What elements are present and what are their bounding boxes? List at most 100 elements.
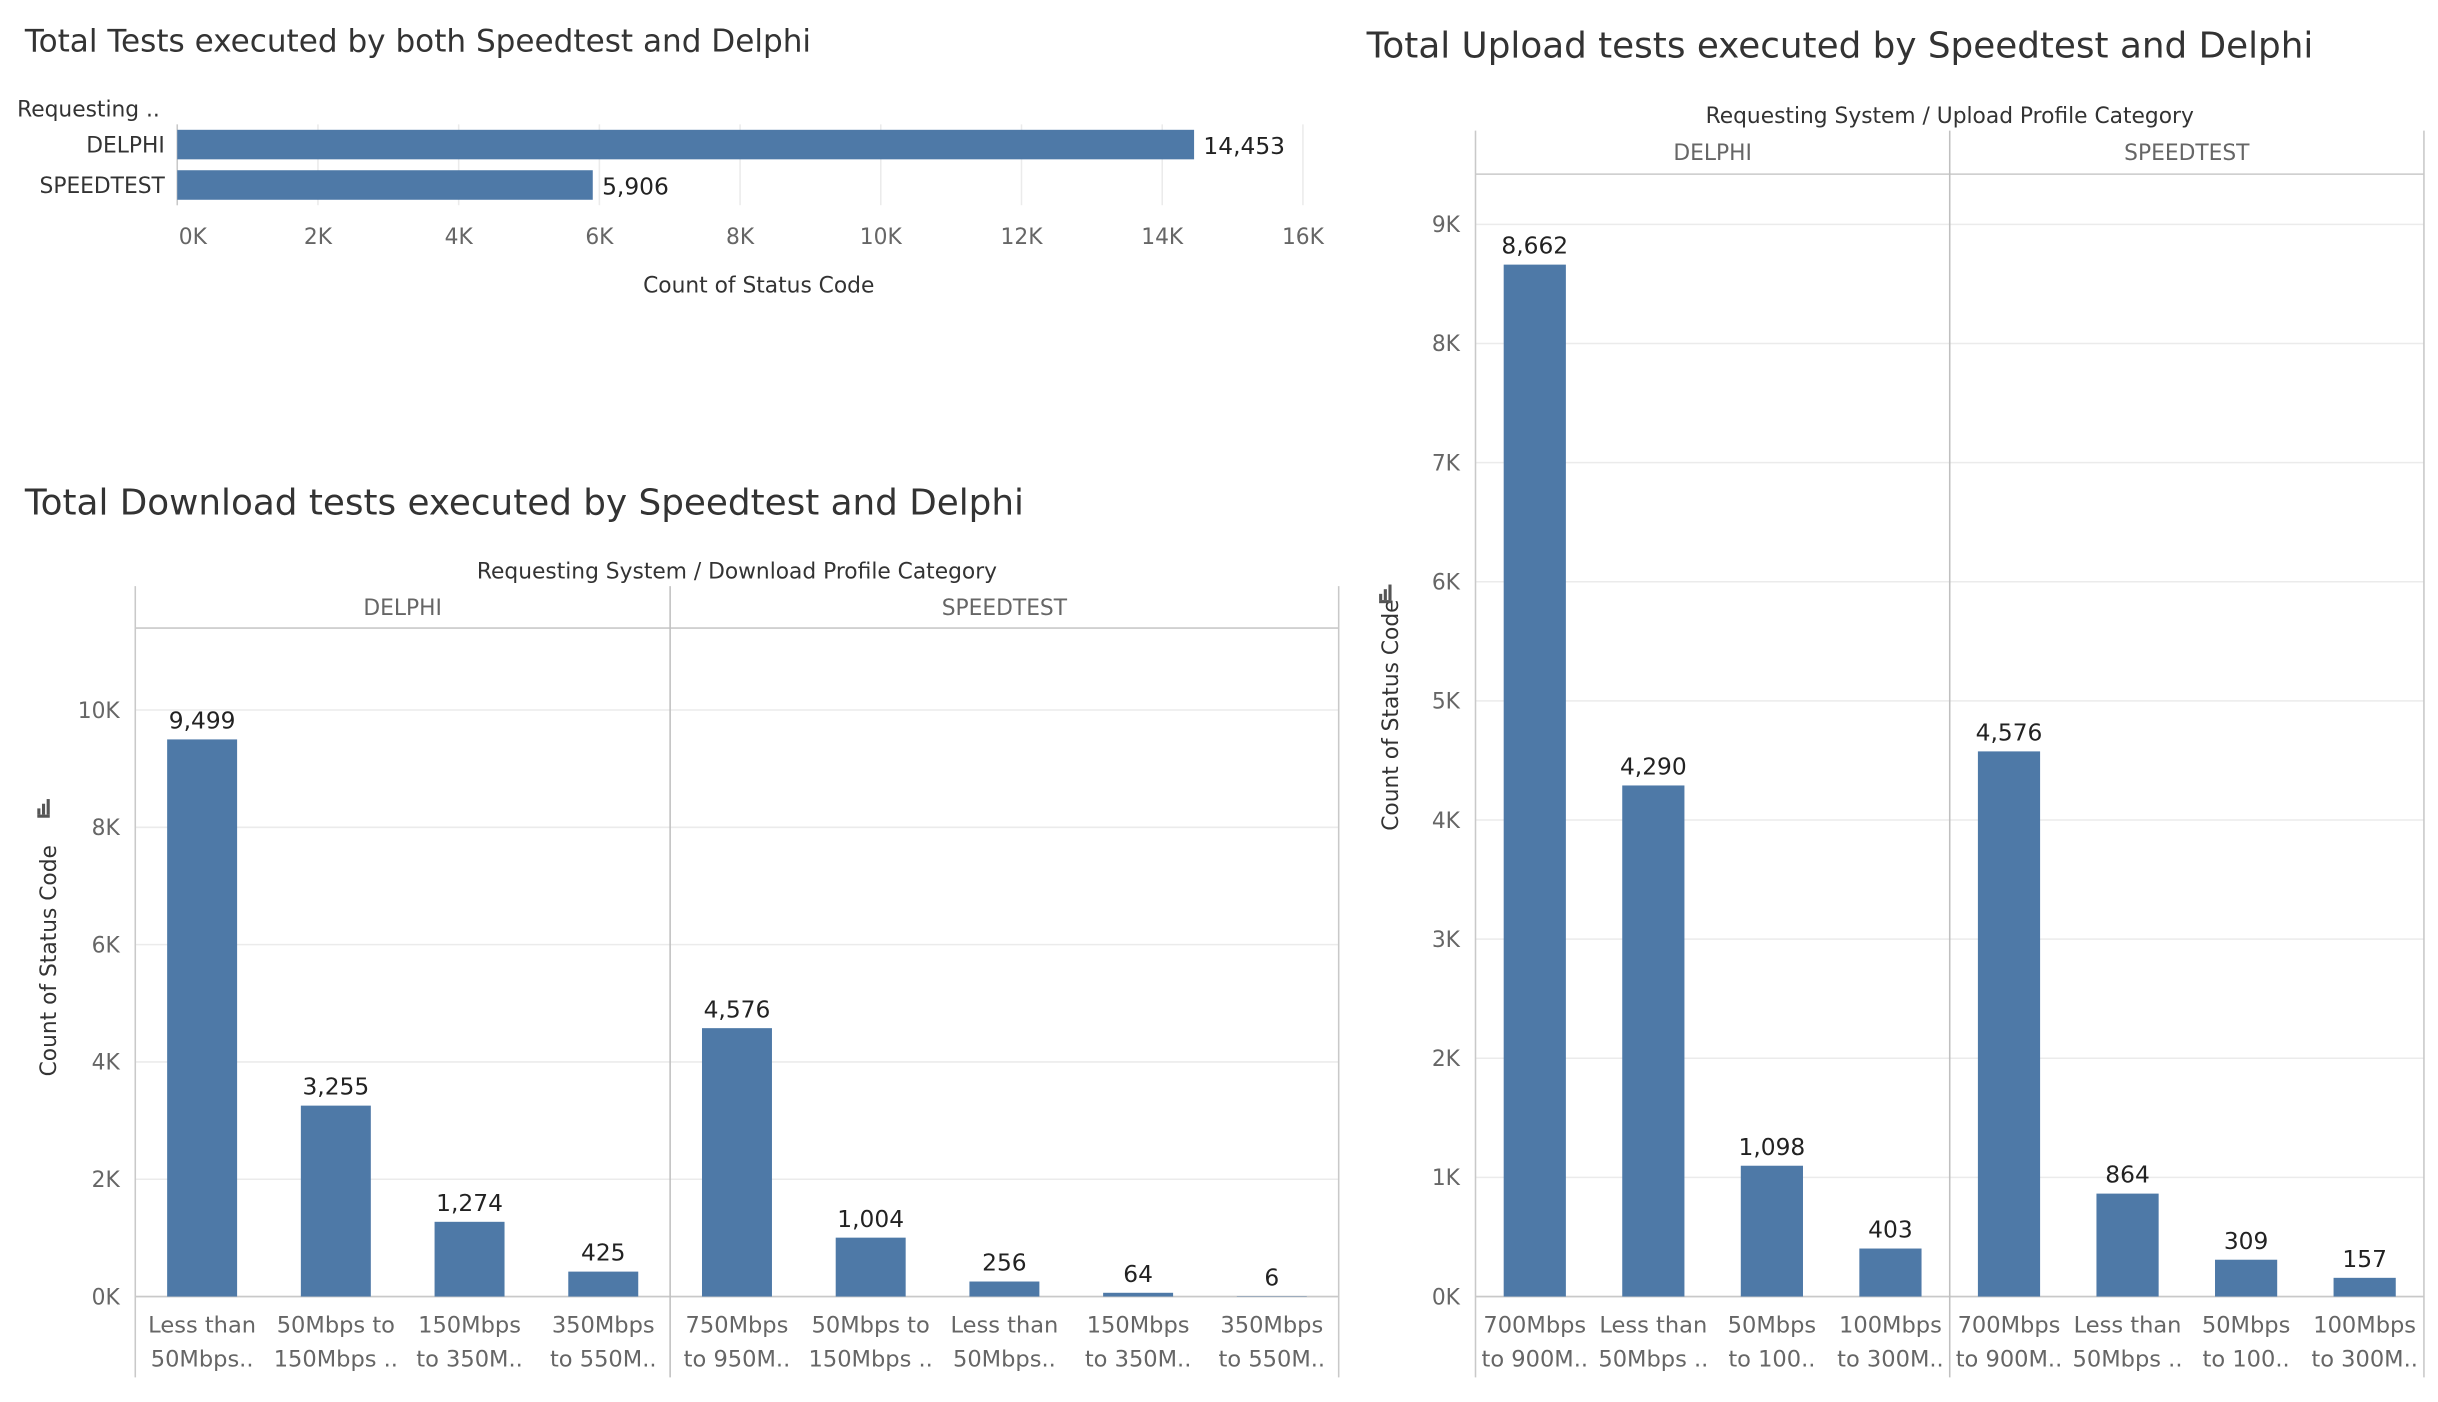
y-tick-label: 2K [1432, 1047, 1461, 1072]
bar [2215, 1260, 2277, 1297]
x-category-label: to 100.. [1728, 1346, 1815, 1372]
x-category-label: 100Mbps [1839, 1312, 1942, 1338]
y-tick-label: 10K [78, 699, 121, 724]
y-tick-label: 5K [1432, 690, 1461, 715]
x-category-label: Less than [2074, 1312, 2182, 1338]
data-label: 1,004 [837, 1206, 904, 1233]
bar [836, 1238, 906, 1297]
x-tick-label: 4K [445, 225, 474, 250]
panel-header: SPEEDTEST [942, 596, 1068, 621]
data-label: 1,274 [436, 1190, 503, 1217]
x-category-label: to 550M.. [1219, 1346, 1326, 1372]
download-tests-y-axis-label: Count of Status Code [37, 845, 62, 1076]
sort-icon[interactable] [37, 799, 49, 818]
bar [435, 1222, 505, 1297]
x-category-label: 50Mbps .. [2073, 1346, 2183, 1372]
x-category-label: to 300M.. [1837, 1346, 1944, 1372]
data-label: 5,906 [602, 173, 669, 200]
x-category-label: 700Mbps [1958, 1312, 2061, 1338]
x-category-label: 150Mbps [418, 1312, 521, 1338]
y-tick-label: 6K [1432, 571, 1461, 596]
total-tests-x-axis-label: Count of Status Code [643, 273, 874, 298]
y-tick-label: 4K [92, 1051, 121, 1076]
y-tick-label: 8K [92, 816, 121, 841]
x-tick-label: 10K [860, 225, 903, 250]
x-category-label: 150Mbps .. [809, 1346, 933, 1372]
data-label: 14,453 [1203, 133, 1285, 160]
bar [167, 739, 237, 1296]
x-tick-label: 16K [1282, 225, 1325, 250]
bar [1103, 1293, 1173, 1297]
upload-tests-title: Total Upload tests executed by Speedtest… [1366, 26, 2314, 67]
upload-tests-y-axis-label: Count of Status Code [1379, 599, 1404, 830]
data-label: 64 [1123, 1261, 1153, 1288]
x-tick-label: 0K [179, 225, 208, 250]
category-label: DELPHI [86, 133, 165, 158]
bar [1504, 265, 1566, 1297]
x-category-label: 100Mbps [2313, 1312, 2416, 1338]
x-category-label: 150Mbps [1087, 1312, 1190, 1338]
bar [568, 1272, 638, 1297]
x-category-label: 350Mbps [552, 1312, 655, 1338]
x-category-label: 50Mbps to [277, 1312, 395, 1338]
x-category-label: 50Mbps.. [151, 1346, 254, 1372]
total-tests-title: Total Tests executed by both Speedtest a… [24, 23, 811, 59]
bar [1741, 1166, 1803, 1297]
download-tests-header: Requesting System / Download Profile Cat… [477, 559, 997, 584]
x-category-label: 350Mbps [1220, 1312, 1323, 1338]
x-tick-label: 8K [726, 225, 755, 250]
y-tick-label: 3K [1432, 928, 1461, 953]
x-category-label: to 350M.. [1085, 1346, 1192, 1372]
x-category-label: 750Mbps [686, 1312, 789, 1338]
x-category-label: to 550M.. [550, 1346, 657, 1372]
data-label: 864 [2105, 1162, 2150, 1189]
panel-header: DELPHI [363, 596, 442, 621]
data-label: 3,255 [302, 1074, 369, 1101]
y-tick-label: 6K [92, 933, 121, 958]
panel-header: DELPHI [1673, 141, 1752, 166]
x-category-label: 50Mbps [2202, 1312, 2290, 1338]
data-label: 4,290 [1620, 754, 1687, 781]
x-category-label: 700Mbps [1483, 1312, 1586, 1338]
bar [702, 1028, 772, 1296]
bar [177, 170, 593, 200]
x-category-label: Less than [148, 1312, 256, 1338]
x-category-label: to 350M.. [416, 1346, 523, 1372]
bar [1978, 751, 2040, 1296]
data-label: 8,662 [1501, 233, 1568, 260]
y-tick-label: 2K [92, 1168, 121, 1193]
data-label: 157 [2342, 1246, 2387, 1273]
x-category-label: 150Mbps .. [274, 1346, 398, 1372]
data-label: 403 [1868, 1217, 1913, 1244]
y-tick-label: 0K [1432, 1285, 1461, 1310]
data-label: 1,098 [1739, 1134, 1806, 1161]
bar [2334, 1278, 2396, 1297]
x-category-label: to 950M.. [684, 1346, 791, 1372]
x-tick-label: 2K [304, 225, 333, 250]
y-tick-label: 9K [1432, 213, 1461, 238]
bar [969, 1282, 1039, 1297]
bar [177, 130, 1194, 160]
x-category-label: Less than [950, 1312, 1058, 1338]
data-label: 4,576 [1976, 720, 2043, 747]
bar [1622, 785, 1684, 1296]
data-label: 425 [581, 1240, 626, 1267]
panel-header: SPEEDTEST [2124, 141, 2250, 166]
x-category-label: Less than [1599, 1312, 1707, 1338]
upload-tests-chart: Total Upload tests executed by Speedtest… [1366, 26, 2424, 1378]
x-category-label: to 100.. [2203, 1346, 2290, 1372]
download-tests-title: Total Download tests executed by Speedte… [24, 483, 1024, 524]
total-tests-chart: Total Tests executed by both Speedtest a… [17, 23, 1325, 298]
y-tick-label: 8K [1432, 332, 1461, 357]
data-label: 9,499 [169, 708, 236, 735]
y-tick-label: 0K [92, 1285, 121, 1310]
total-tests-row-header: Requesting .. [17, 98, 160, 123]
sort-icon[interactable] [1379, 585, 1391, 604]
category-label: SPEEDTEST [40, 174, 166, 199]
data-label: 309 [2224, 1228, 2269, 1255]
x-category-label: 50Mbps .. [1598, 1346, 1708, 1372]
upload-tests-header: Requesting System / Upload Profile Categ… [1706, 104, 2194, 129]
x-category-label: 50Mbps.. [953, 1346, 1056, 1372]
x-tick-label: 6K [585, 225, 614, 250]
